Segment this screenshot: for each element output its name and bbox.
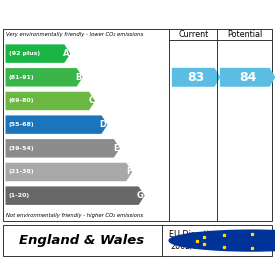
Polygon shape [6,187,145,205]
Text: B: B [76,73,82,82]
Text: EU Directive: EU Directive [169,230,219,239]
Text: F: F [126,167,131,176]
Text: A: A [63,49,70,58]
Text: Current: Current [178,30,208,39]
Text: 83: 83 [188,71,205,84]
Text: (69-80): (69-80) [9,99,34,103]
Text: C: C [88,96,94,106]
Polygon shape [6,163,132,181]
Polygon shape [6,92,95,110]
Text: (92 plus): (92 plus) [9,51,40,56]
Text: (39-54): (39-54) [9,146,34,151]
Text: (1-20): (1-20) [9,193,30,198]
Text: D: D [100,120,107,129]
Text: 84: 84 [239,71,257,84]
Text: E: E [114,144,119,153]
Polygon shape [6,44,70,63]
Text: 2002/91/EC: 2002/91/EC [170,241,217,250]
Polygon shape [172,68,221,87]
Text: (55-68): (55-68) [9,122,34,127]
Polygon shape [6,139,120,158]
Text: G: G [137,191,144,200]
Text: Very environmentally friendly - lower CO₂ emissions: Very environmentally friendly - lower CO… [6,33,143,37]
Polygon shape [220,68,275,87]
Polygon shape [6,68,83,86]
Polygon shape [6,115,108,134]
Text: England & Wales: England & Wales [19,234,144,247]
Circle shape [169,230,275,251]
Bar [3,225,272,256]
Text: Not environmentally friendly - higher CO₂ emissions: Not environmentally friendly - higher CO… [6,213,143,218]
Text: (81-91): (81-91) [9,75,34,80]
Text: (21-38): (21-38) [9,170,34,174]
Text: Environmental Impact (CO₂) Rating: Environmental Impact (CO₂) Rating [21,7,254,20]
Text: Potential: Potential [227,30,262,39]
